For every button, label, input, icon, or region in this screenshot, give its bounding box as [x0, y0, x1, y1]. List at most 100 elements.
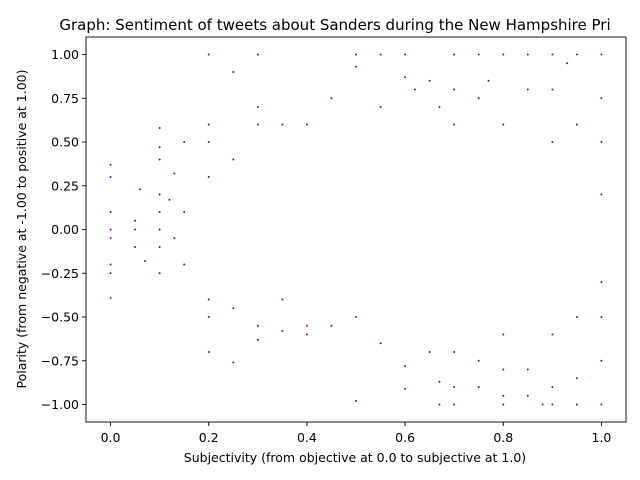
data-point	[109, 211, 112, 213]
data-point	[438, 106, 441, 108]
data-point	[232, 158, 235, 161]
data-point	[158, 272, 161, 275]
y-tick-label: −0.50	[41, 310, 79, 325]
x-tick-label: 0.6	[395, 430, 415, 445]
x-tick-label: 0.8	[493, 430, 513, 445]
data-point	[158, 211, 161, 213]
data-point	[404, 387, 407, 390]
data-point	[173, 172, 176, 175]
data-point	[305, 324, 308, 327]
data-point	[526, 368, 529, 371]
data-point	[256, 123, 259, 126]
data-point	[551, 386, 554, 388]
axes: 0.0 0.2 0.4 0.6 0.8 1.0 −1.00 −0.75 −0.50 −0.25 0.…	[41, 36, 627, 445]
data-point	[143, 260, 146, 262]
data-point	[183, 211, 186, 213]
data-point	[502, 53, 505, 56]
data-point	[305, 123, 308, 126]
data-point	[207, 176, 210, 178]
data-point	[109, 176, 112, 178]
data-point	[575, 53, 578, 56]
data-point	[453, 53, 456, 56]
data-point	[207, 316, 210, 318]
data-point	[404, 76, 407, 79]
x-tick-label: 1.0	[592, 430, 612, 445]
data-point	[109, 237, 112, 240]
data-point	[158, 246, 161, 248]
data-point	[158, 158, 161, 161]
y-tick-label: 0.50	[51, 135, 79, 150]
data-point	[330, 324, 333, 327]
data-point	[428, 79, 431, 82]
data-point	[109, 296, 112, 299]
data-point	[158, 193, 161, 196]
data-point	[600, 403, 603, 406]
data-point	[330, 97, 333, 100]
y-tick-label: −0.25	[41, 266, 79, 281]
data-point	[207, 298, 210, 301]
data-point	[139, 188, 141, 191]
data-point	[600, 141, 603, 143]
data-point	[256, 338, 259, 341]
data-point	[502, 394, 505, 397]
data-point	[379, 106, 382, 108]
data-point	[526, 88, 529, 91]
data-point	[379, 53, 382, 56]
data-point	[134, 219, 137, 222]
data-point	[438, 403, 441, 406]
data-point	[305, 333, 308, 336]
data-point	[158, 127, 161, 129]
data-point	[551, 88, 554, 91]
y-tick-label: 0.00	[51, 222, 79, 237]
data-point	[207, 123, 210, 126]
data-point	[477, 359, 480, 362]
data-point	[502, 368, 505, 371]
scatter-points	[109, 53, 603, 406]
data-point	[600, 97, 603, 100]
data-point	[158, 146, 161, 149]
data-point	[281, 123, 284, 126]
data-point	[453, 386, 456, 388]
data-point	[477, 386, 480, 388]
data-point	[183, 141, 186, 143]
data-point	[438, 380, 441, 383]
data-point	[281, 298, 284, 301]
data-point	[256, 324, 259, 327]
data-point	[404, 365, 407, 367]
x-tick-label: 0.2	[199, 430, 219, 445]
data-point	[413, 88, 416, 91]
data-point	[575, 377, 578, 380]
data-point	[502, 403, 505, 406]
data-point	[355, 316, 357, 318]
data-point	[575, 316, 578, 318]
data-point	[526, 53, 529, 56]
data-point	[526, 394, 529, 397]
data-point	[109, 272, 112, 275]
plot-frame	[85, 36, 627, 423]
data-point	[404, 53, 407, 56]
chart-title: Graph: Sentiment of tweets about Sanders…	[59, 16, 610, 34]
data-point	[487, 79, 490, 82]
y-tick-label: 1.00	[51, 47, 79, 62]
data-point	[541, 403, 544, 406]
data-point	[453, 88, 456, 91]
data-point	[566, 62, 569, 65]
data-point	[232, 71, 235, 73]
data-point	[232, 361, 235, 364]
data-point	[134, 246, 137, 248]
data-point	[551, 141, 554, 143]
data-point	[575, 403, 578, 406]
data-point	[355, 400, 357, 402]
data-point	[168, 198, 171, 201]
data-point	[281, 330, 284, 332]
y-tick-label: −1.00	[41, 397, 79, 412]
data-point	[551, 403, 554, 406]
data-point	[428, 351, 431, 353]
data-point	[600, 53, 603, 56]
data-point	[109, 263, 112, 266]
y-tick-label: 0.75	[51, 91, 79, 106]
data-point	[600, 359, 603, 362]
data-point	[207, 141, 210, 143]
data-point	[600, 193, 603, 196]
